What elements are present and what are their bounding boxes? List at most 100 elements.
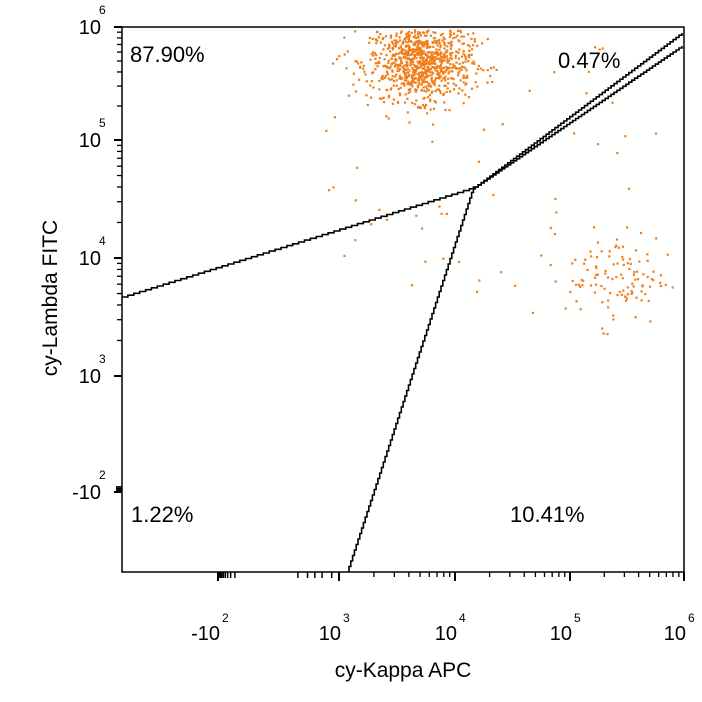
event-point: [354, 199, 357, 202]
event-point: [648, 285, 652, 288]
event-point: [659, 274, 662, 277]
event-point: [385, 65, 388, 68]
event-point: [415, 48, 418, 51]
event-point: [433, 40, 436, 43]
event-point: [452, 65, 455, 68]
event-point: [428, 63, 432, 66]
event-point: [416, 86, 420, 89]
event-point: [446, 67, 449, 70]
event-point: [417, 39, 420, 42]
event-point: [426, 62, 429, 65]
event-point: [398, 63, 401, 66]
event-point: [425, 74, 428, 77]
event-point: [372, 54, 375, 57]
event-point: [387, 59, 390, 62]
gate-upper-line-b: [475, 46, 683, 188]
event-point: [449, 42, 452, 45]
event-point: [426, 56, 429, 59]
event-point: [376, 65, 379, 68]
event-point: [615, 238, 619, 241]
quadrant-label-upper-left: 87.90%: [130, 42, 205, 67]
event-point: [445, 65, 448, 69]
event-point: [452, 63, 455, 66]
event-point: [492, 66, 495, 69]
event-point: [404, 76, 407, 79]
event-point: [457, 57, 460, 60]
event-point: [389, 65, 392, 68]
event-point: [452, 82, 455, 85]
event-point: [615, 244, 618, 247]
event-point: [426, 54, 429, 57]
event-point: [438, 84, 441, 87]
event-point: [596, 273, 600, 276]
event-point: [360, 61, 363, 64]
event-point: [383, 58, 386, 61]
event-point: [398, 94, 402, 97]
event-point: [468, 49, 471, 52]
event-point: [450, 77, 453, 80]
event-point: [405, 72, 408, 75]
event-point: [414, 77, 417, 80]
event-point: [402, 71, 406, 74]
event-point: [392, 84, 395, 87]
event-point: [421, 61, 424, 65]
event-point: [445, 212, 448, 215]
event-point: [414, 81, 417, 84]
event-point: [436, 73, 439, 76]
event-point: [432, 31, 435, 34]
event-point: [407, 37, 410, 40]
event-point: [594, 283, 598, 286]
event-point: [391, 78, 394, 81]
event-point: [590, 255, 593, 258]
event-point: [431, 82, 434, 85]
event-point: [412, 42, 415, 45]
x-tick-label: 10: [435, 623, 457, 645]
event-point: [597, 143, 600, 146]
event-point: [385, 115, 388, 118]
event-point: [600, 250, 603, 253]
event-point: [598, 48, 601, 51]
event-point: [575, 283, 578, 286]
event-point: [457, 92, 460, 95]
event-point: [410, 48, 413, 51]
y-tick-exponent: 6: [99, 3, 106, 17]
event-point: [387, 61, 390, 64]
event-point: [618, 290, 621, 293]
event-point: [462, 49, 465, 52]
event-point: [473, 40, 476, 43]
event-point: [432, 107, 436, 110]
event-point: [362, 67, 365, 70]
event-point: [425, 34, 428, 37]
event-point: [433, 83, 436, 87]
event-point: [425, 62, 428, 65]
event-point: [410, 54, 413, 57]
event-point: [432, 45, 435, 48]
event-point: [634, 278, 637, 281]
event-point: [417, 62, 420, 65]
event-point: [608, 255, 611, 258]
event-point: [406, 67, 409, 70]
event-point: [626, 226, 629, 229]
event-point: [421, 56, 424, 59]
event-point: [464, 60, 467, 63]
event-point: [448, 59, 451, 62]
event-point: [407, 57, 411, 60]
event-point: [404, 44, 407, 48]
event-point: [486, 69, 489, 72]
event-point: [395, 52, 398, 55]
event-point: [409, 82, 412, 85]
event-point: [646, 275, 649, 279]
event-point: [408, 39, 411, 43]
event-point: [417, 35, 420, 38]
event-point: [438, 76, 441, 79]
event-point: [439, 70, 442, 73]
gate-left-line: [122, 187, 477, 298]
event-point: [394, 75, 397, 78]
event-point: [628, 257, 631, 261]
event-point: [404, 37, 407, 41]
event-point: [397, 69, 400, 73]
event-point: [418, 60, 421, 63]
event-point: [451, 51, 454, 54]
event-point: [444, 79, 447, 82]
event-point: [459, 29, 462, 32]
